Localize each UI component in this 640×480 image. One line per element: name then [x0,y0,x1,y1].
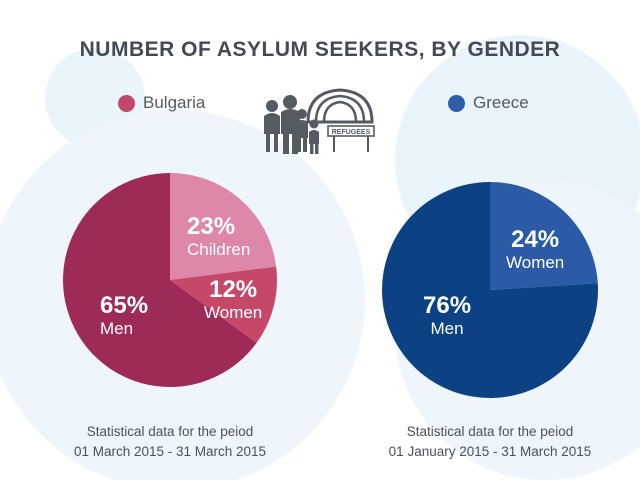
svg-text:REFUGEES: REFUGEES [332,129,371,136]
slice-percent-greece-men: 76% [423,292,472,319]
slice-category-bulgaria-men: Men [100,319,134,338]
chart-title: NUMBER OF ASYLUM SEEKERS, BY GENDER [79,38,561,61]
legend-label-greece: Greece [473,93,529,112]
legend-swatch-greece [448,94,465,112]
slice-category-greece-men: Men [430,319,464,338]
legend-label-bulgaria: Bulgaria [143,93,206,112]
refugees-icon: REFUGEES [262,82,378,163]
slice-percent-bulgaria-men: 65% [100,292,149,319]
caption-bulgaria: Statistical data for the peiod 01 March … [20,422,320,462]
greece-slice-women [490,182,598,290]
legend-item-bulgaria: Bulgaria [118,93,205,113]
greece-slice-men [381,182,598,398]
slice-percent-bulgaria-children: 23% [187,213,236,240]
bulgaria-slice-children [170,173,277,280]
slice-label-greece-men: 76% Men [423,292,472,338]
caption-greece: Statistical data for the peiod 01 Januar… [340,422,640,462]
slice-percent-bulgaria-women: 12% [209,276,258,303]
slice-label-greece-women: 24% Women [506,226,565,272]
bulgaria-slice-men [63,173,257,387]
slice-label-bulgaria-women: 12% Women [204,276,263,322]
caption-bulgaria-line2: 01 March 2015 - 31 March 2015 [73,444,267,459]
bulgaria-slice-women [170,266,277,343]
slice-category-bulgaria-women: Women [204,303,263,322]
caption-bulgaria-line1: Statistical data for the peiod [86,424,254,439]
legend-swatch-bulgaria [118,94,135,112]
slice-label-bulgaria-children: 23% Children [187,213,251,259]
slice-percent-greece-women: 24% [511,226,560,253]
legend-item-greece: Greece [448,93,529,113]
slice-category-greece-women: Women [506,253,565,272]
slice-category-bulgaria-children: Children [187,240,251,259]
caption-greece-line2: 01 January 2015 - 31 March 2015 [388,444,592,459]
caption-greece-line1: Statistical data for the peiod [406,424,574,439]
slice-label-bulgaria-men: 65% Men [100,292,149,338]
